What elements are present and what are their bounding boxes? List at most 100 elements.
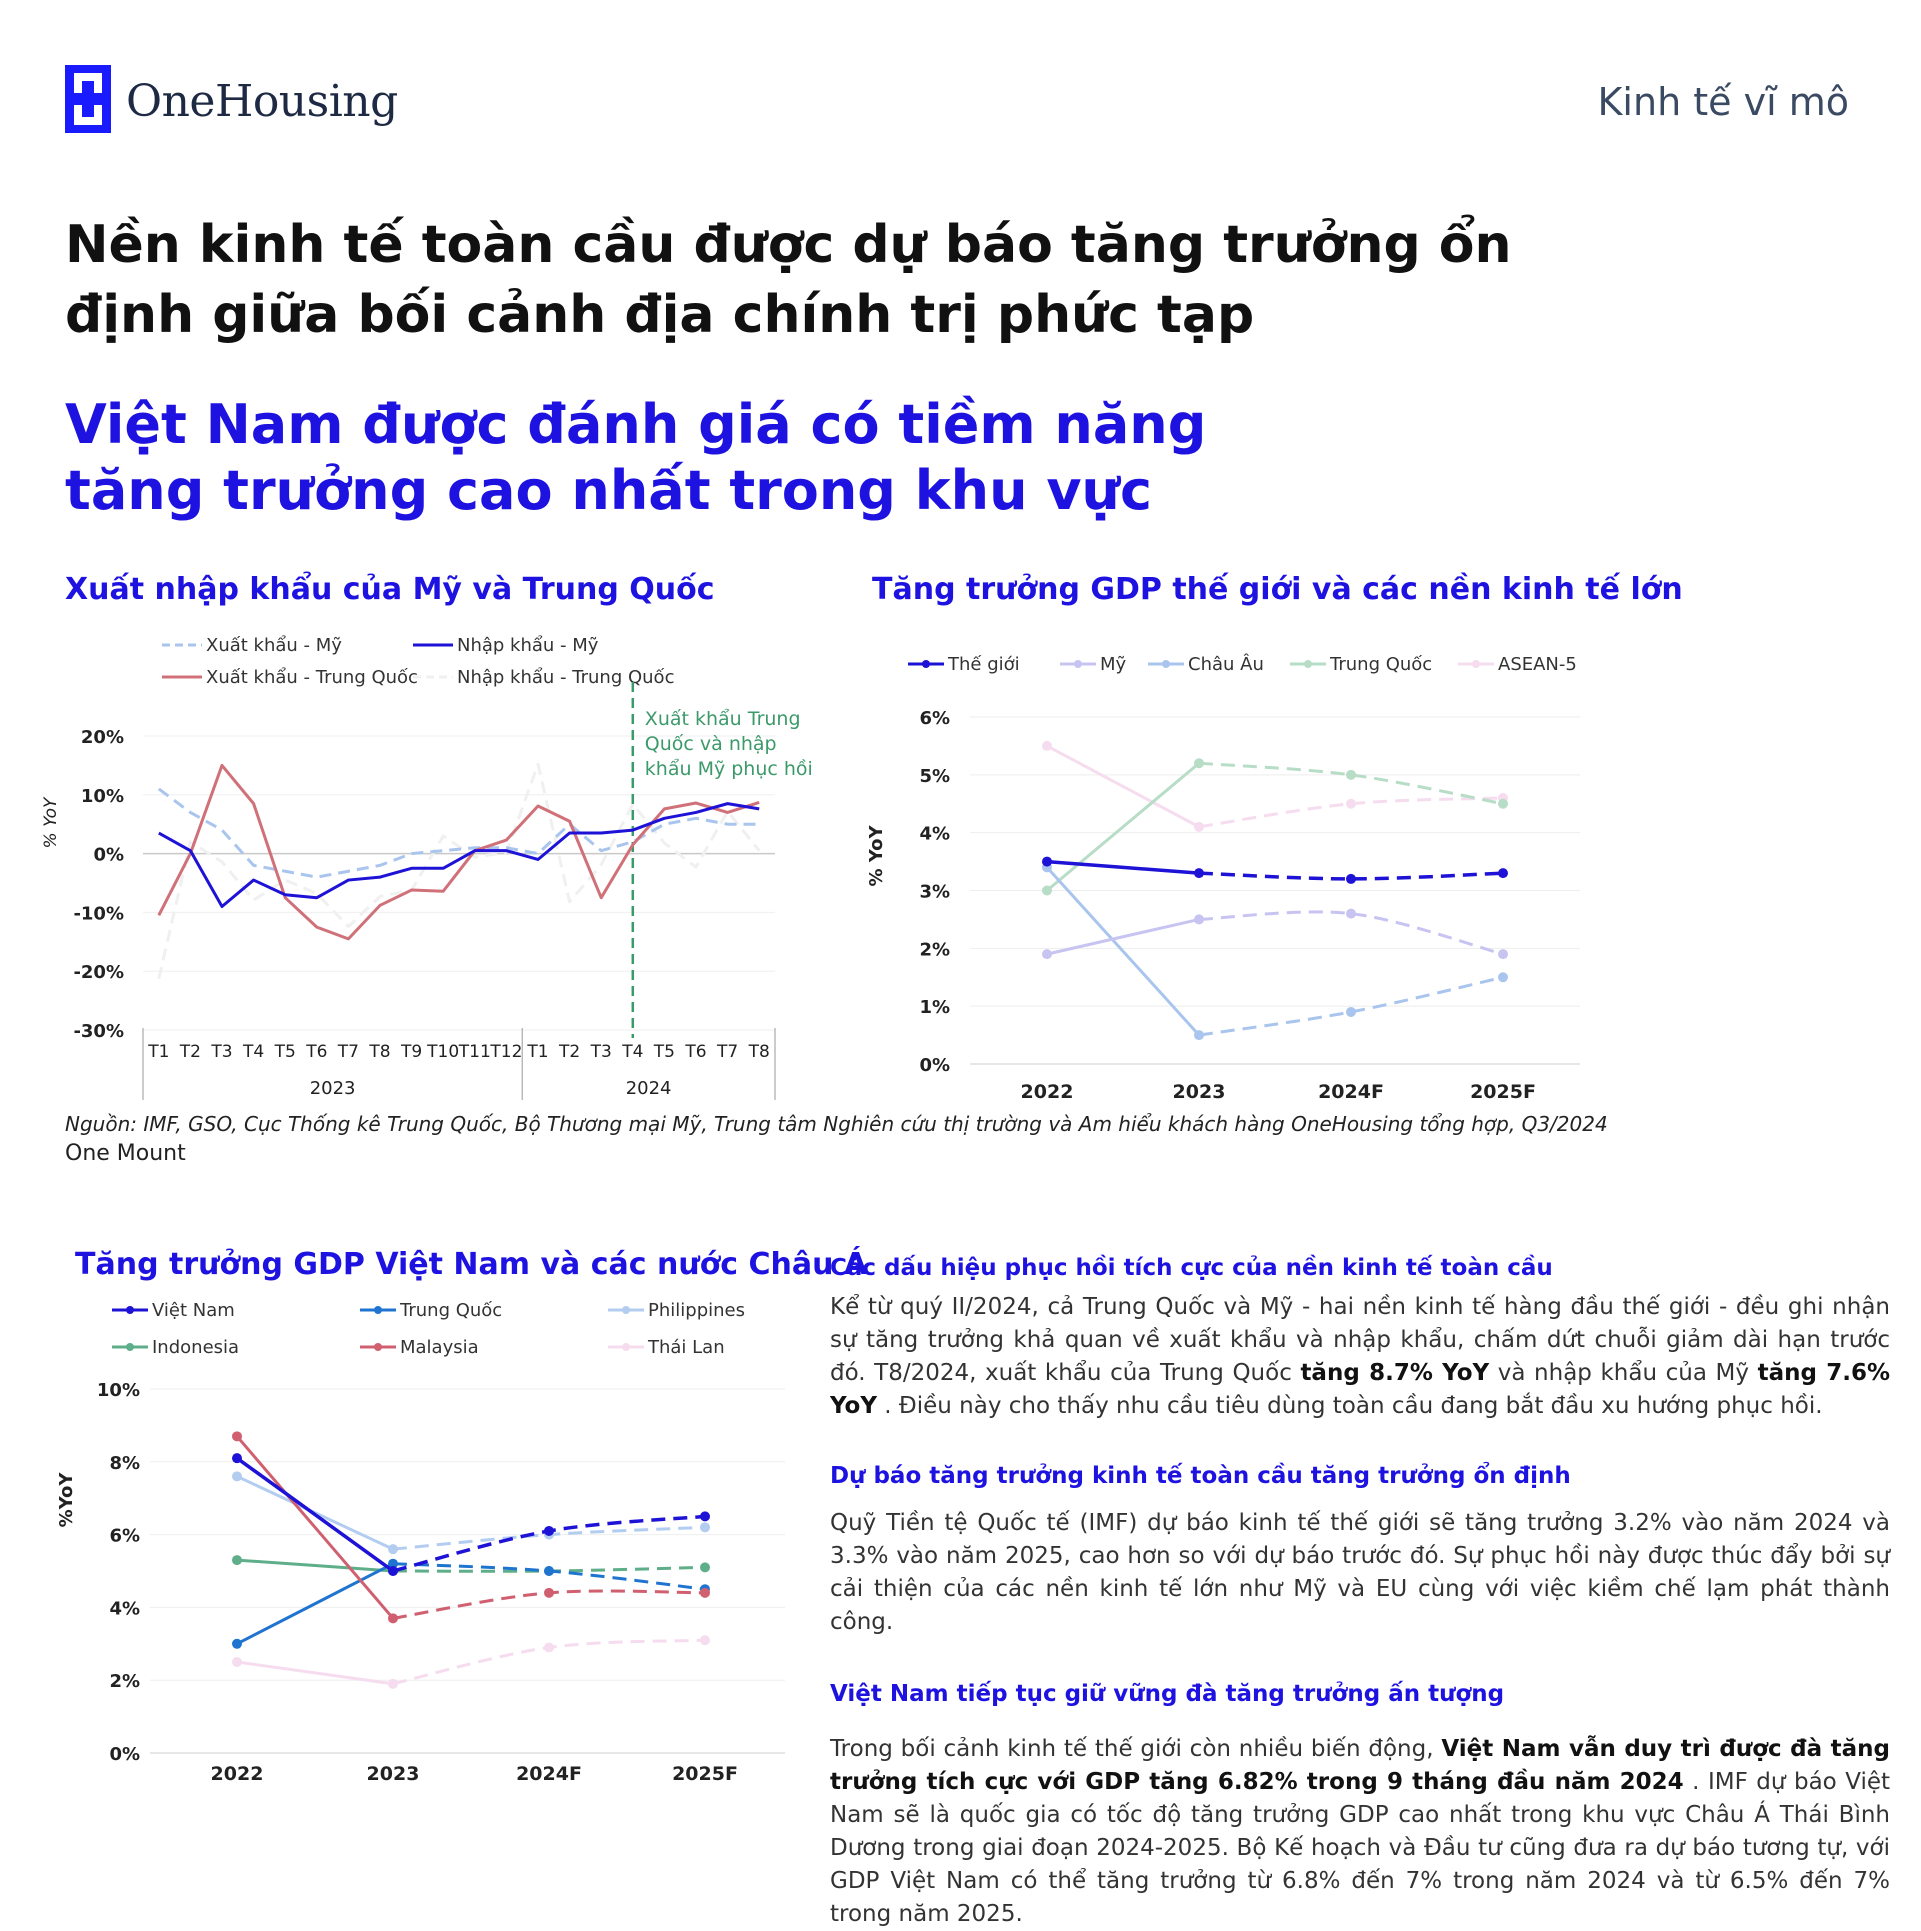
chart1-xtick-19: T7 <box>716 1042 738 1062</box>
chart2-series-2-point-2 <box>1194 914 1204 925</box>
section-3-text-0: Trong bối cảnh kinh tế thế giới còn nhiề… <box>830 1736 1442 1762</box>
page-headline: Nền kinh tế toàn cầu được dự báo tăng tr… <box>65 215 1512 345</box>
chart1-annotation-text-3: khẩu Mỹ phục hồi <box>645 758 813 780</box>
chart3-series-2-point-2 <box>388 1558 398 1569</box>
chart2-legend-4-swatch-dot <box>1304 660 1312 668</box>
section-3-text-1: Việt Nam vẫn duy trì được đà tăng trưởng… <box>830 1736 1890 1795</box>
chart1-xtick-20: T8 <box>748 1042 770 1062</box>
chart3-ytick-2: 8% <box>109 1453 140 1474</box>
chart3-ylabel: %YoY <box>56 1472 77 1528</box>
chart3-legend-5-swatch-dot <box>374 1343 382 1351</box>
chart1-title: Xuất nhập khẩu của Mỹ và Trung Quốc <box>65 572 715 607</box>
section-2-title: Dự báo tăng trưởng kinh tế toàn cầu tăng… <box>830 1463 1571 1489</box>
chart1-year-2023: 2023 <box>310 1078 356 1099</box>
chart1-xtick-18: T6 <box>684 1042 706 1062</box>
chart2-series-5-forecast <box>1198 796 1504 829</box>
chart1-series-4-line <box>157 762 761 980</box>
chart1-xtick-3: T3 <box>210 1042 232 1062</box>
chart2-series-1-point-2 <box>1194 868 1204 879</box>
chart2-series-1-point-1 <box>1042 856 1052 867</box>
chart1-ytick-1: 20% <box>81 727 124 748</box>
chart3-series-1-point-3 <box>544 1525 554 1536</box>
chart2-legend-5-swatch-dot <box>1472 660 1480 668</box>
chart2-ytick-3: 4% <box>919 824 950 845</box>
chart3-series-5-point-1 <box>232 1431 242 1442</box>
chart3-legend-5-label: Malaysia <box>400 1337 479 1358</box>
source-note: Nguồn: IMF, GSO, Cục Thống kê Trung Quốc… <box>65 1112 1608 1136</box>
chart2-ytick-2: 5% <box>919 766 950 787</box>
chart3-series-3-point-1 <box>232 1471 242 1482</box>
chart1-annotation-text-1: Xuất khẩu Trung <box>645 708 801 730</box>
onehousing-logo-icon <box>65 65 111 133</box>
chart1-ylabel: % YoY <box>41 796 61 848</box>
chart3-series-2-point-1 <box>232 1638 242 1649</box>
chart3-legend-6-swatch-dot <box>622 1343 630 1351</box>
chart1-xtick-11: T11 <box>458 1042 491 1062</box>
chart2-legend-3-swatch-dot <box>1162 660 1170 668</box>
chart2-series-2-point-3 <box>1346 908 1356 919</box>
chart2-legend-2-label: Mỹ <box>1100 654 1127 675</box>
chart2-series-2-actual <box>1046 917 1200 956</box>
chart1-annotation-text-2: Quốc và nhập <box>645 733 777 755</box>
chart2-series-4-point-1 <box>1042 885 1052 896</box>
chart2-xtick-4: 2025F <box>1470 1081 1536 1103</box>
chart1-legend-3-label: Xuất khẩu - Trung Quốc <box>206 667 418 688</box>
section-3-text-2: . IMF dự báo Việt Nam sẽ là quốc gia có … <box>830 1769 1891 1927</box>
chart1-series-2-line <box>158 802 760 909</box>
chart3-xtick-1: 2022 <box>211 1763 264 1785</box>
chart2-series-4-point-3 <box>1346 769 1356 780</box>
chart3-legend-2-swatch-dot <box>374 1306 382 1314</box>
chart2-ytick-6: 1% <box>919 997 950 1018</box>
chart2-series-2-point-4 <box>1498 949 1508 960</box>
chart2-legend-4-label: Trung Quốc <box>1329 654 1432 675</box>
chart2-series-3-point-3 <box>1346 1006 1356 1017</box>
chart3-series-6-point-4 <box>700 1635 710 1646</box>
chart2-series-5-point-1 <box>1042 740 1052 751</box>
chart3-ytick-1: 10% <box>97 1380 140 1401</box>
chart3-legend-2-label: Trung Quốc <box>399 1300 502 1321</box>
chart3-legend-6-label: Thái Lan <box>647 1337 725 1358</box>
chart3-legend-3-swatch-dot <box>622 1306 630 1314</box>
chart2-legend-3-label: Châu Âu <box>1188 653 1264 675</box>
chart2-ytick-7: 0% <box>919 1055 950 1076</box>
chart2-series-4-point-4 <box>1498 798 1508 809</box>
chart1-xtick-9: T9 <box>400 1042 422 1062</box>
page-subhead: Việt Nam được đánh giá có tiềm năng tăng… <box>65 393 1207 522</box>
chart3-series-6-point-2 <box>388 1678 398 1689</box>
chart3-series-1-point-2 <box>388 1566 398 1576</box>
chart3-legend-4-label: Indonesia <box>152 1337 239 1358</box>
chart1-legend-2-label: Nhập khẩu - Mỹ <box>457 635 599 656</box>
chart3-series-2-point-3 <box>544 1566 554 1576</box>
chart3-series-6-point-3 <box>544 1642 554 1653</box>
chart3-xtick-2: 2023 <box>367 1763 420 1785</box>
section-1-text-3: tăng 7.6% YoY <box>830 1360 1891 1419</box>
chart1-xtick-1: T1 <box>147 1042 169 1062</box>
section-1-text-2: và nhập khẩu của Mỹ <box>1489 1360 1758 1386</box>
chart2-series-2-forecast <box>1198 910 1504 956</box>
chart1-legend-4-label: Nhập khẩu - Trung Quốc <box>457 667 674 688</box>
chart2-series-1-actual <box>1046 859 1200 875</box>
chart1-xtick-2: T2 <box>179 1042 201 1062</box>
chart3-series-1-point-1 <box>232 1453 242 1464</box>
chart3-series-4-actual <box>236 1558 394 1573</box>
section-1-text-4: . Điều này cho thấy nhu cầu tiêu dùng to… <box>877 1393 1823 1419</box>
chart2-series-5-actual <box>1046 744 1200 829</box>
chart2-series-3-point-4 <box>1498 972 1508 983</box>
chart1-trade: Xuất khẩu - Mỹ Nhập khẩu - Mỹ Xuất khẩu - … <box>41 635 813 1100</box>
chart2-series-3-forecast <box>1198 975 1504 1037</box>
chart2-xtick-1: 2022 <box>1021 1081 1074 1103</box>
chart1-ytick-3: 0% <box>93 845 124 866</box>
section-1-text-1: tăng 8.7% YoY <box>1300 1360 1490 1386</box>
chart3-legend-3-label: Philippines <box>648 1300 745 1321</box>
chart3-series-3-point-4 <box>700 1522 710 1533</box>
chart2-legend-1-label: Thế giới <box>947 654 1020 675</box>
chart1-ytick-2: 10% <box>81 786 124 807</box>
chart2-ytick-4: 3% <box>919 882 950 903</box>
chart3-series-3-point-2 <box>388 1544 398 1555</box>
chart3-legend-1-label: Việt Nam <box>152 1300 235 1321</box>
chart3-ytick-4: 4% <box>109 1598 140 1619</box>
chart3-title: Tăng trưởng GDP Việt Nam và các nước Châ… <box>75 1247 868 1282</box>
chart1-xtick-14: T2 <box>558 1042 580 1062</box>
chart1-xtick-10: T10 <box>426 1042 459 1062</box>
chart1-xtick-4: T4 <box>242 1042 264 1062</box>
